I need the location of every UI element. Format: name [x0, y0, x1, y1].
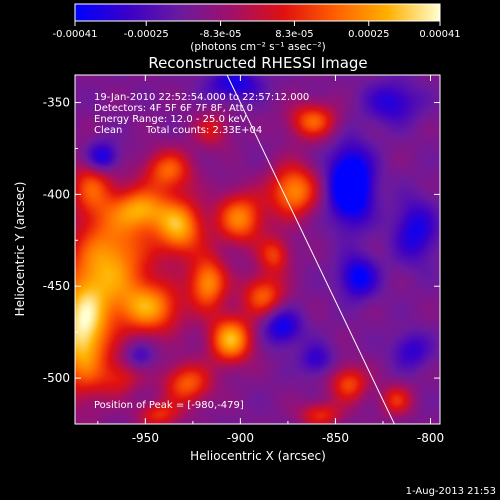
plot-frame: [74, 74, 441, 425]
x-tick-label: -800: [417, 431, 444, 445]
footer-timestamp: 1-Aug-2013 21:53: [406, 486, 496, 497]
energy-range-text: Energy Range: 12.0 - 25.0 keV: [94, 114, 247, 125]
colorbar-tick-label: 0.00025: [348, 29, 389, 40]
heatmap-image: [75, 75, 440, 424]
y-tick-label: -350: [43, 96, 70, 110]
detectors-text: Detectors: 4F 5F 6F 7F 8F, Att 0: [94, 103, 253, 114]
y-tick-label: -500: [43, 371, 70, 385]
x-tick-label: -950: [132, 431, 159, 445]
y-tick-label: -400: [43, 187, 70, 201]
heatmap-plot-area: -950 -900 -850 -800 -350 -400 -450 -500: [43, 74, 444, 445]
solar-limb-line: [226, 75, 395, 424]
colorbar-tick-label: 0.00041: [419, 29, 460, 40]
x-axis-label: Heliocentric X (arcsec): [190, 449, 326, 463]
time-range-text: 19-Jan-2010 22:52:54.000 to 22:57:12.000: [94, 92, 309, 103]
colorbar-units-label: (photons cm⁻² s⁻¹ asec⁻²): [190, 41, 325, 53]
total-counts-text: Total counts: 2.33E+04: [145, 125, 262, 136]
colorbar-tick-label: -8.3e-05: [200, 29, 242, 40]
info-panel: 19-Jan-2010 22:52:54.000 to 22:57:12.000…: [94, 92, 309, 411]
peak-position-text: Position of Peak = [-980,-479]: [94, 400, 244, 411]
colorbar: -0.00041 -0.00025 -8.3e-05 8.3e-05 0.00025 0.…: [53, 3, 461, 53]
y-axis-label: Heliocentric Y (arcsec): [13, 182, 27, 317]
x-tick-label: -850: [322, 431, 349, 445]
colorbar-tick-label: -0.00025: [124, 29, 169, 40]
chart-title: Reconstructed RHESSI Image: [148, 54, 367, 72]
colorbar-tick-label: 8.3e-05: [275, 29, 313, 40]
x-tick-label: -900: [227, 431, 254, 445]
y-tick-label: -450: [43, 279, 70, 293]
colorbar-gradient: [74, 3, 441, 22]
colorbar-tick-label: -0.00041: [53, 29, 98, 40]
method-text: Clean: [94, 125, 122, 136]
